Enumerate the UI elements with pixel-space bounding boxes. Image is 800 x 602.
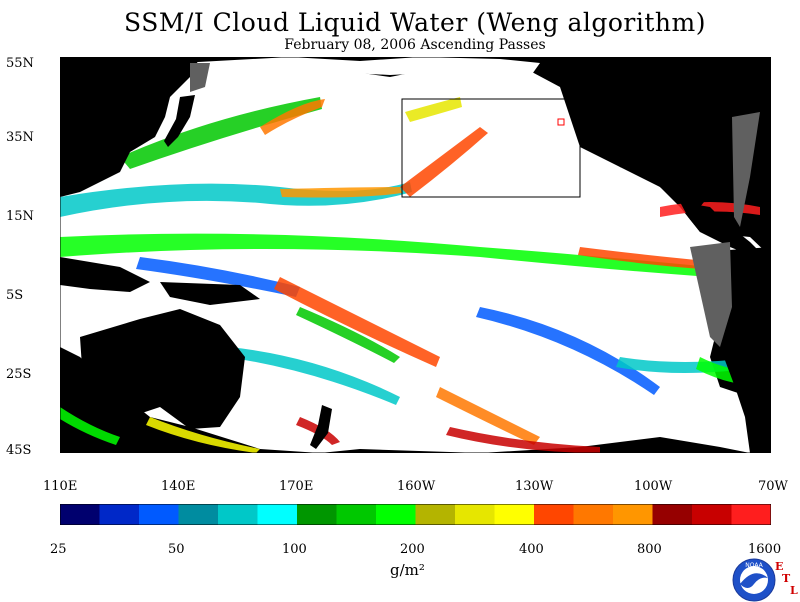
colorbar-swatch bbox=[494, 504, 535, 525]
colorbar-swatch bbox=[218, 504, 258, 525]
region-box bbox=[401, 98, 581, 198]
lon-label-100w: 100W bbox=[634, 479, 673, 494]
australia bbox=[80, 309, 245, 429]
lat-label-45s: 45S bbox=[6, 443, 32, 458]
noaa-logo-text: NOAA bbox=[745, 562, 763, 569]
colorbar-swatch bbox=[573, 504, 614, 525]
colorbar-swatch bbox=[297, 504, 337, 525]
colorbar-swatch bbox=[257, 504, 298, 525]
site-marker bbox=[557, 118, 565, 126]
colorbar-label-1600: 1600 bbox=[748, 542, 782, 557]
color-scale-bar bbox=[60, 504, 771, 525]
lon-label-140e: 140E bbox=[161, 479, 196, 494]
lat-label-15n: 15N bbox=[6, 209, 34, 224]
colorbar-swatch bbox=[652, 504, 693, 525]
etl-letter-l: L bbox=[790, 584, 798, 597]
indonesia bbox=[60, 257, 150, 292]
colorbar-swatch bbox=[139, 504, 179, 525]
colorbar-swatch bbox=[534, 504, 574, 525]
colorbar-swatch bbox=[376, 504, 416, 525]
map-title: SSM/I Cloud Liquid Water (Weng algorithm… bbox=[124, 8, 706, 37]
colorbar-swatch bbox=[99, 504, 140, 525]
japan bbox=[164, 95, 195, 147]
colorbar-label-400: 400 bbox=[519, 542, 544, 557]
colorbar-swatch bbox=[731, 504, 771, 525]
colorbar-label-100: 100 bbox=[282, 542, 307, 557]
colorbar-label-800: 800 bbox=[637, 542, 662, 557]
colorbar-swatch bbox=[415, 504, 456, 525]
north-america bbox=[560, 57, 771, 207]
noaa-logo: NOAA bbox=[732, 558, 776, 602]
no-data-areas bbox=[190, 63, 760, 347]
lat-label-5s: 5S bbox=[6, 288, 24, 303]
colorbar-label-200: 200 bbox=[400, 542, 425, 557]
colorbar-swatch bbox=[455, 504, 495, 525]
etl-letter-e: E bbox=[775, 560, 784, 573]
lon-label-160w: 160W bbox=[397, 479, 436, 494]
etl-letter-t: T bbox=[782, 572, 791, 585]
cloud-liquid-water-map bbox=[60, 57, 771, 453]
map-subtitle: February 08, 2006 Ascending Passes bbox=[284, 37, 546, 53]
central-america bbox=[680, 202, 760, 255]
new-zealand bbox=[310, 405, 332, 449]
lat-label-55n: 55N bbox=[6, 56, 34, 71]
lon-label-70w: 70W bbox=[758, 479, 788, 494]
colorbar-label-50: 50 bbox=[168, 542, 185, 557]
colorbar-swatch bbox=[60, 504, 100, 525]
colorbar-label-25: 25 bbox=[50, 542, 67, 557]
colorbar-swatch bbox=[336, 504, 377, 525]
lat-label-35n: 35N bbox=[6, 130, 34, 145]
colorbar-swatch bbox=[178, 504, 219, 525]
colorbar-swatch bbox=[613, 504, 653, 525]
lon-label-170e: 170E bbox=[279, 479, 314, 494]
lat-label-25s: 25S bbox=[6, 367, 32, 382]
asia-landmass bbox=[60, 57, 200, 197]
new-guinea bbox=[160, 282, 260, 305]
colorbar-swatch bbox=[692, 504, 732, 525]
units-label: g/m² bbox=[390, 561, 425, 579]
lon-label-130w: 130W bbox=[515, 479, 554, 494]
lon-label-110e: 110E bbox=[43, 479, 78, 494]
